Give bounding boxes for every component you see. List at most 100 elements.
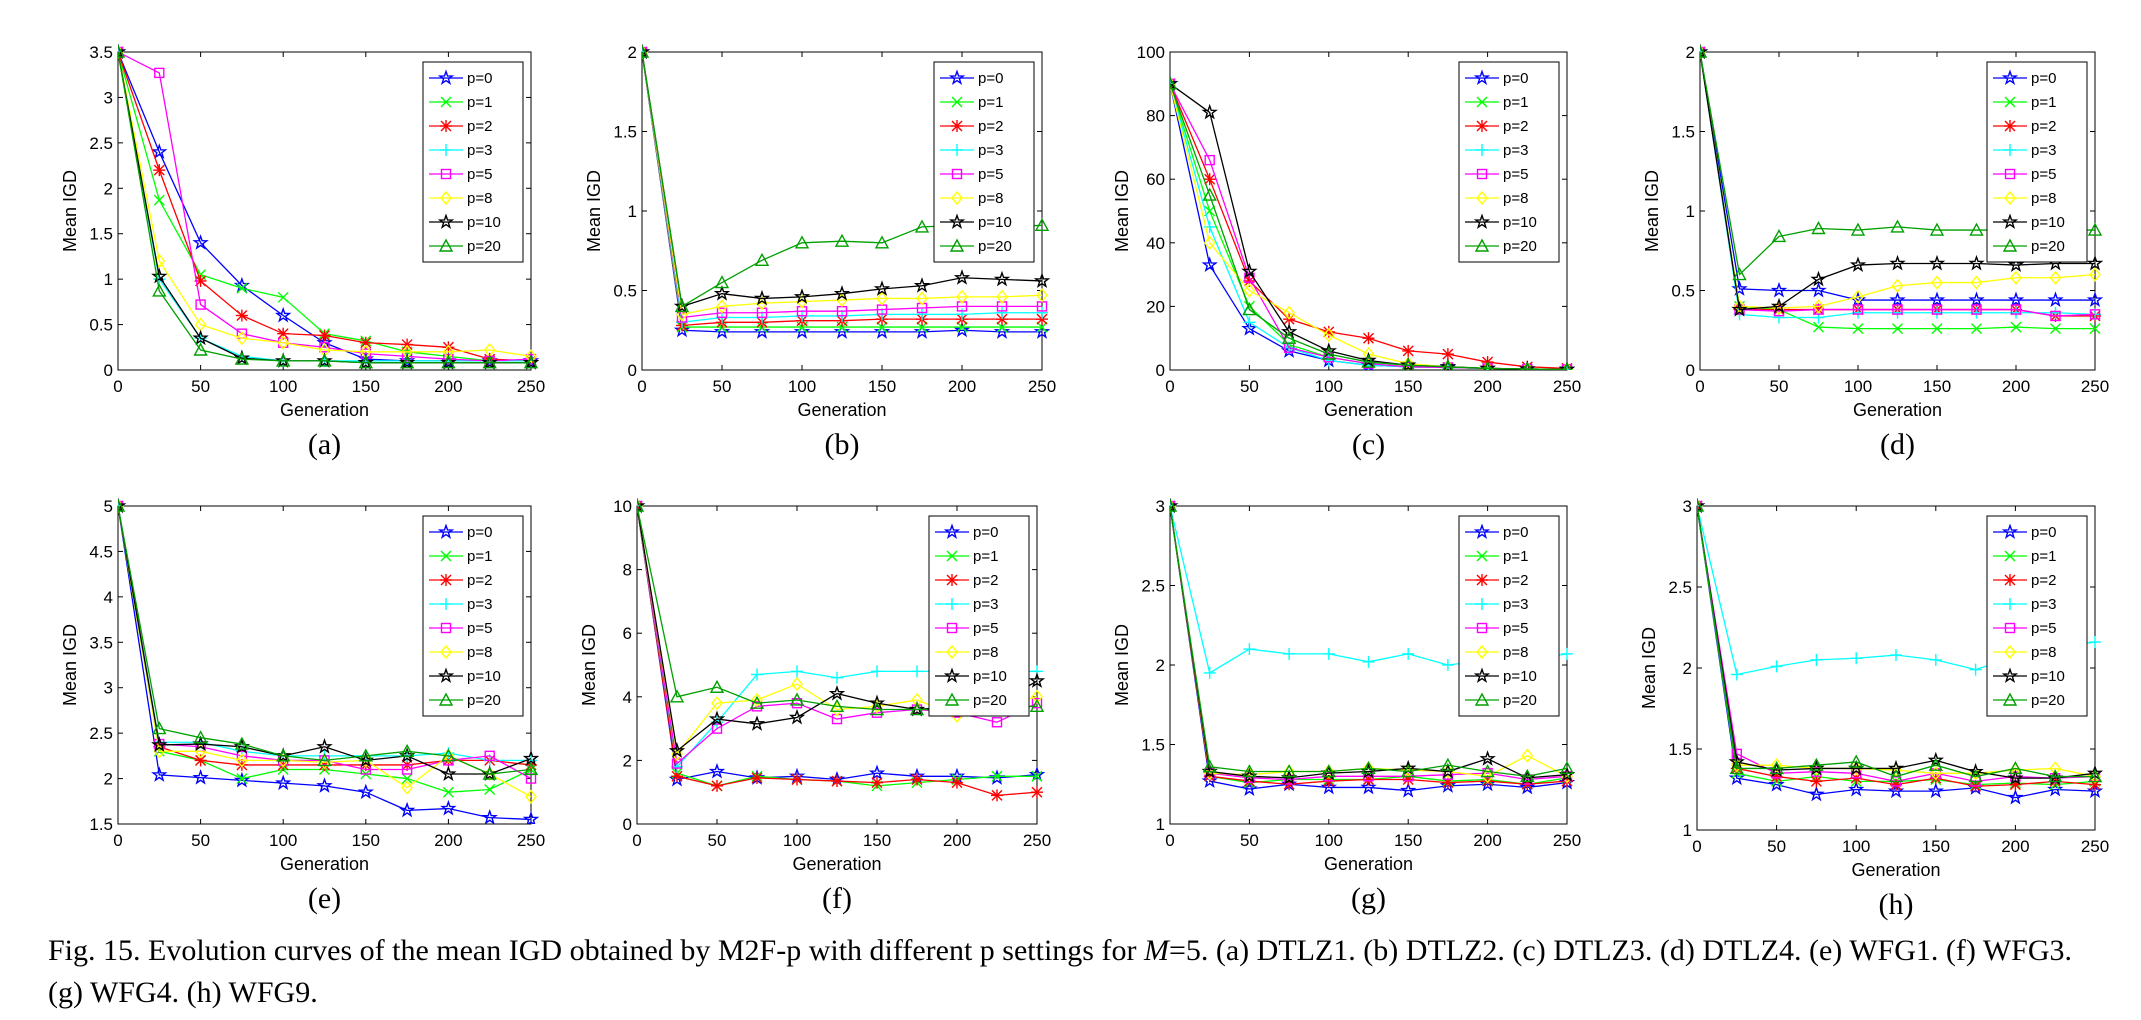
y-tick-label: 10 — [613, 497, 632, 516]
data-point — [1440, 757, 1456, 771]
data-point — [1322, 647, 1335, 660]
data-point — [151, 766, 168, 782]
data-point — [523, 762, 539, 776]
legend-label: p=8 — [467, 644, 492, 661]
legend-label: p=0 — [1503, 70, 1528, 87]
data-point — [2007, 291, 2025, 308]
legend-marker — [1474, 692, 1490, 706]
x-tick-label: 250 — [1028, 377, 1056, 396]
data-point — [1402, 647, 1415, 660]
x-tick-label: 250 — [517, 377, 545, 396]
data-point — [1697, 498, 1706, 513]
legend-item: p=0 — [940, 69, 1003, 87]
data-point — [2010, 270, 2022, 285]
data-point — [908, 700, 926, 717]
data-point — [708, 710, 726, 727]
data-point — [2048, 769, 2063, 783]
legend-marker — [1473, 667, 1491, 683]
data-point — [153, 194, 165, 206]
data-point — [1931, 323, 1943, 335]
legend-label: p=1 — [978, 94, 1003, 111]
y-tick-label: 1.5 — [1141, 736, 1165, 755]
data-point — [711, 723, 723, 734]
legend-label: p=0 — [973, 524, 998, 541]
y-tick-label: 8 — [623, 561, 632, 580]
series-group — [118, 498, 539, 824]
data-point — [235, 753, 248, 768]
legend-item: p=3 — [429, 142, 492, 159]
series-line-p=20 — [1170, 505, 1568, 777]
data-point — [1929, 766, 1942, 781]
data-point — [525, 789, 537, 804]
legend-label: p=8 — [2031, 190, 2056, 207]
data-point — [1768, 776, 1785, 792]
data-point — [1243, 643, 1256, 656]
legend-item: p=20 — [1465, 238, 1537, 255]
data-point — [1850, 652, 1863, 665]
legend-label: p=2 — [2031, 572, 2056, 589]
data-point — [399, 743, 415, 758]
data-point — [441, 355, 456, 369]
data-point — [1036, 313, 1048, 326]
data-point — [2089, 267, 2101, 282]
legend-label: p=2 — [467, 572, 492, 589]
data-point — [1028, 766, 1045, 782]
data-point — [1482, 360, 1493, 370]
legend-label: p=10 — [2031, 668, 2065, 685]
data-point — [522, 354, 539, 370]
legend-marker — [2002, 692, 2018, 706]
series-line-p=0 — [1697, 505, 2096, 799]
legend-box — [422, 515, 524, 717]
x-tick-label: 150 — [352, 831, 380, 850]
data-point — [1700, 44, 1708, 58]
data-point — [873, 323, 891, 339]
legend-marker — [2004, 168, 2016, 180]
legend-label: p=20 — [1503, 238, 1537, 255]
data-point — [1892, 323, 1903, 335]
data-point — [398, 801, 416, 818]
data-point — [1321, 764, 1336, 778]
x-tick-label: 0 — [637, 377, 646, 396]
data-point — [991, 717, 1003, 728]
series-line-p=8 — [642, 51, 1043, 316]
data-point — [711, 696, 723, 711]
legend-box — [1458, 61, 1560, 263]
data-point — [484, 783, 496, 795]
data-point — [1321, 346, 1336, 360]
y-tick-label: 40 — [1146, 234, 1165, 253]
legend-item: p=8 — [1465, 644, 1528, 661]
legend-item: p=10 — [1465, 667, 1537, 685]
legend-item: p=3 — [1993, 596, 2056, 613]
legend-marker — [2004, 622, 2016, 634]
data-point — [1281, 330, 1297, 344]
data-point — [1031, 770, 1043, 782]
legend-item: p=8 — [429, 190, 492, 207]
chart-3: 0 50 100 150 200 250 0 20 40 60 80 100 Generation Mea… — [1112, 43, 1581, 420]
data-point — [834, 233, 850, 247]
legend-label: p=2 — [978, 118, 1003, 135]
data-point — [1202, 759, 1217, 773]
x-tick-label: 50 — [713, 377, 732, 396]
legend-item: p=2 — [1993, 118, 2056, 135]
data-point — [398, 354, 416, 370]
data-point — [192, 234, 209, 250]
data-point — [2089, 309, 2101, 320]
data-point — [873, 280, 891, 296]
legend-item: p=10 — [935, 667, 1007, 685]
data-point — [523, 355, 539, 369]
data-point — [916, 291, 928, 306]
data-point — [1810, 281, 1827, 298]
legend-marker — [1476, 574, 1488, 586]
y-axis-label: Mean IGD — [1642, 170, 1662, 252]
legend-box — [928, 515, 1030, 717]
data-point — [996, 321, 1008, 333]
data-point — [1170, 498, 1178, 512]
panel-label: (g) — [1351, 882, 1386, 915]
data-point — [442, 748, 455, 763]
legend-marker — [1473, 69, 1491, 85]
legend-item: p=10 — [429, 213, 501, 231]
legend-marker — [951, 144, 963, 156]
legend-label: p=5 — [978, 166, 1003, 183]
legend-marker — [951, 168, 963, 180]
data-point — [1242, 302, 1257, 316]
